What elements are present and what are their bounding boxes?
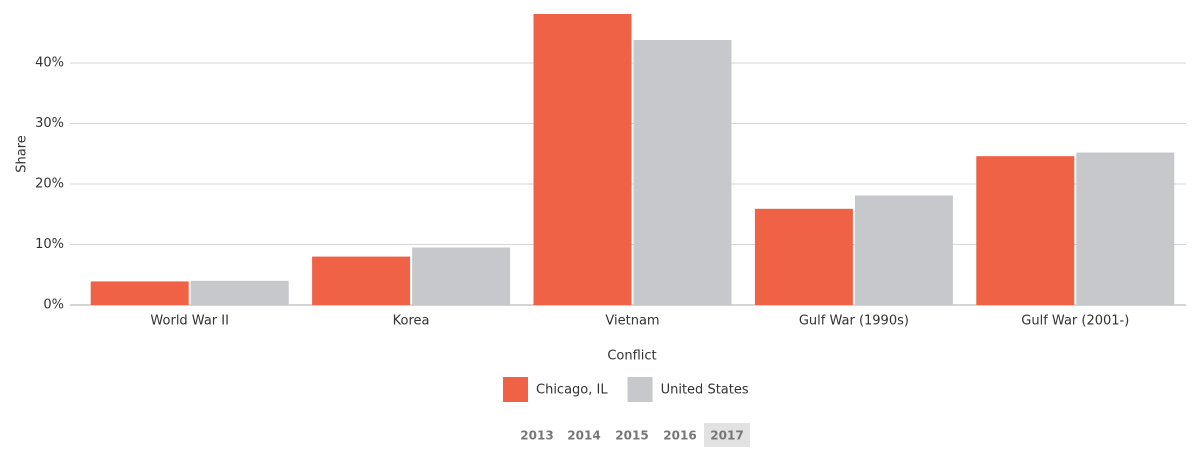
bar <box>533 13 632 306</box>
year-selected-bg <box>704 423 750 447</box>
year-option[interactable]: 2017 <box>710 429 743 443</box>
bar <box>190 280 289 305</box>
y-tick-label: 0% <box>43 298 64 313</box>
legend-swatch <box>503 377 528 402</box>
legend-label: Chicago, IL <box>536 383 608 398</box>
x-tick-label: Korea <box>393 314 430 329</box>
x-tick-label: Gulf War (2001-) <box>1021 314 1129 329</box>
y-tick-label: 30% <box>35 116 64 131</box>
x-tick-label: Vietnam <box>605 314 659 329</box>
bar <box>754 208 853 305</box>
x-tick-label: World War II <box>150 314 229 329</box>
x-axis-title: Conflict <box>607 349 656 364</box>
y-tick-label: 20% <box>35 177 64 192</box>
y-tick-label: 40% <box>35 56 64 71</box>
bar <box>90 281 189 305</box>
bar <box>312 256 411 305</box>
bar <box>976 156 1075 305</box>
year-option[interactable]: 2013 <box>520 429 553 443</box>
year-option[interactable]: 2016 <box>663 429 696 443</box>
y-axis-title: Share <box>15 135 30 173</box>
bar <box>633 40 732 305</box>
year-option[interactable]: 2015 <box>615 429 648 443</box>
legend-label: United States <box>661 383 749 398</box>
year-option[interactable]: 2014 <box>567 429 600 443</box>
y-tick-label: 10% <box>35 237 64 252</box>
x-tick-label: Gulf War (1990s) <box>799 314 909 329</box>
bar <box>412 247 511 305</box>
bar <box>854 195 953 305</box>
legend-swatch <box>627 377 653 402</box>
bar <box>1076 152 1175 305</box>
